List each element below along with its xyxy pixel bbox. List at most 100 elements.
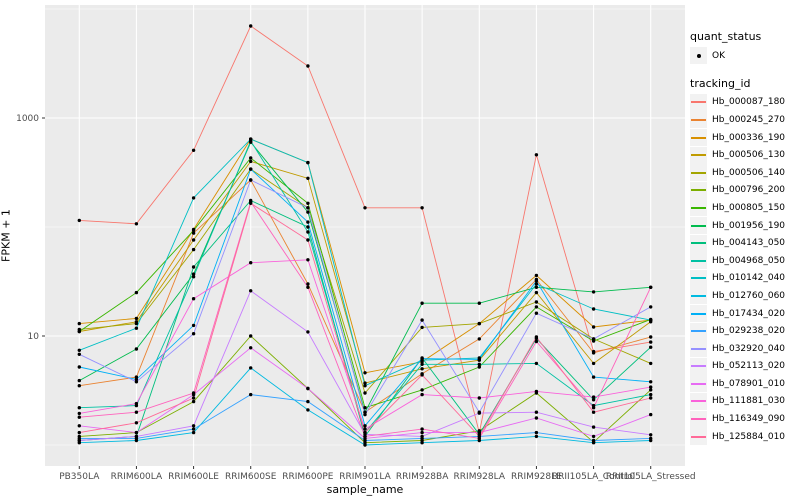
- data-point: [134, 434, 139, 439]
- legend-key-box: [690, 392, 707, 410]
- legend-item-Hb_052113_020: Hb_052113_020: [690, 357, 798, 376]
- point-marker-icon: [697, 54, 701, 59]
- data-point: [534, 279, 539, 283]
- data-point: [77, 411, 82, 416]
- data-point: [249, 178, 253, 182]
- data-point: [534, 389, 539, 394]
- data-point: [191, 275, 196, 279]
- legend-item-label: Hb_017434_020: [712, 308, 786, 319]
- data-point: [591, 307, 596, 311]
- legend-item-label: Hb_000245_270: [712, 114, 786, 125]
- data-point: [191, 332, 196, 336]
- series-color-line-icon: [691, 418, 706, 421]
- data-point: [306, 176, 310, 180]
- data-point: [306, 285, 310, 289]
- legend-title-tracking-id: tracking_id: [690, 76, 751, 90]
- data-point: [363, 427, 367, 431]
- data-point: [306, 282, 310, 286]
- y-tick-label: 10: [28, 332, 40, 342]
- x-tick-label: RRII105LA_Stressed: [606, 472, 696, 482]
- legend-item-label: Hb_010142_040: [712, 273, 786, 284]
- series-color-line-icon: [691, 382, 706, 385]
- series-color-line-icon: [691, 171, 706, 174]
- series-color-line-icon: [691, 242, 706, 245]
- data-point: [77, 424, 82, 428]
- data-point: [134, 347, 139, 351]
- legend-key-box: [690, 269, 707, 287]
- legend-key-box: [690, 199, 707, 217]
- legend-key-box: [690, 305, 707, 323]
- legend-item-Hb_078901_010: Hb_078901_010: [690, 375, 798, 393]
- series-color-line-icon: [691, 154, 706, 157]
- data-point: [649, 412, 653, 417]
- data-point: [477, 362, 481, 366]
- data-point: [649, 388, 653, 392]
- legend-key-box: [690, 234, 707, 252]
- data-point: [420, 388, 424, 392]
- data-point: [363, 371, 367, 375]
- data-point: [77, 348, 82, 352]
- data-point: [420, 301, 424, 305]
- data-point: [249, 366, 253, 370]
- data-point: [363, 391, 367, 395]
- data-point: [249, 24, 253, 28]
- data-point: [306, 230, 310, 234]
- legend-item-Hb_125884_010: Hb_125884_010: [690, 428, 798, 446]
- y-axis-title: FPKM + 1: [0, 209, 13, 262]
- data-point: [420, 367, 424, 371]
- data-point: [420, 318, 424, 322]
- legend-key-box: [690, 322, 707, 340]
- legend-item-label: Hb_004968_050: [712, 255, 786, 266]
- legend-item-label: Hb_001956_190: [712, 220, 786, 231]
- data-point: [649, 385, 653, 389]
- data-point: [363, 412, 367, 417]
- data-point: [77, 352, 82, 356]
- legend-item-label: Hb_111881_030: [712, 396, 786, 407]
- data-point: [306, 399, 310, 404]
- legend-key-box: [690, 93, 707, 111]
- data-point: [534, 410, 539, 414]
- data-point: [534, 300, 539, 304]
- legend-key-box: [690, 287, 707, 305]
- data-point: [77, 430, 82, 435]
- data-point: [249, 167, 253, 171]
- data-point: [306, 258, 310, 262]
- data-point: [363, 443, 367, 447]
- data-point: [306, 206, 310, 210]
- data-point: [420, 427, 424, 431]
- data-point: [249, 261, 253, 265]
- data-point: [249, 156, 253, 160]
- y-tick-label: 1000: [16, 114, 39, 124]
- legend-item-Hb_032920_040: Hb_032920_040: [690, 340, 798, 358]
- data-point: [591, 351, 596, 355]
- legend-item-label: Hb_004143_050: [712, 238, 786, 249]
- data-point: [363, 424, 367, 428]
- data-point: [306, 408, 310, 412]
- data-point: [477, 357, 481, 362]
- data-point: [420, 430, 424, 435]
- data-point: [534, 290, 539, 295]
- legend-item-label: Hb_000796_200: [712, 185, 786, 196]
- legend-item-Hb_001956_190: Hb_001956_190: [690, 217, 798, 235]
- legend-item-Hb_029238_020: Hb_029238_020: [690, 322, 798, 340]
- data-point: [591, 290, 596, 294]
- data-point: [420, 434, 424, 439]
- data-point: [591, 425, 596, 429]
- legend-key-box: [690, 410, 707, 428]
- series-color-line-icon: [691, 101, 706, 104]
- data-point: [591, 325, 596, 329]
- data-point: [534, 305, 539, 309]
- data-point: [477, 301, 481, 305]
- data-point: [591, 398, 596, 402]
- legend-item-Hb_004968_050: Hb_004968_050: [690, 252, 798, 270]
- legend-key-box: [690, 252, 707, 270]
- data-point: [77, 321, 82, 326]
- data-point: [534, 311, 539, 315]
- data-point: [420, 206, 424, 210]
- data-point: [77, 218, 82, 223]
- data-point: [420, 373, 424, 377]
- legend-item-label: Hb_012760_060: [712, 290, 786, 301]
- data-point: [134, 377, 139, 382]
